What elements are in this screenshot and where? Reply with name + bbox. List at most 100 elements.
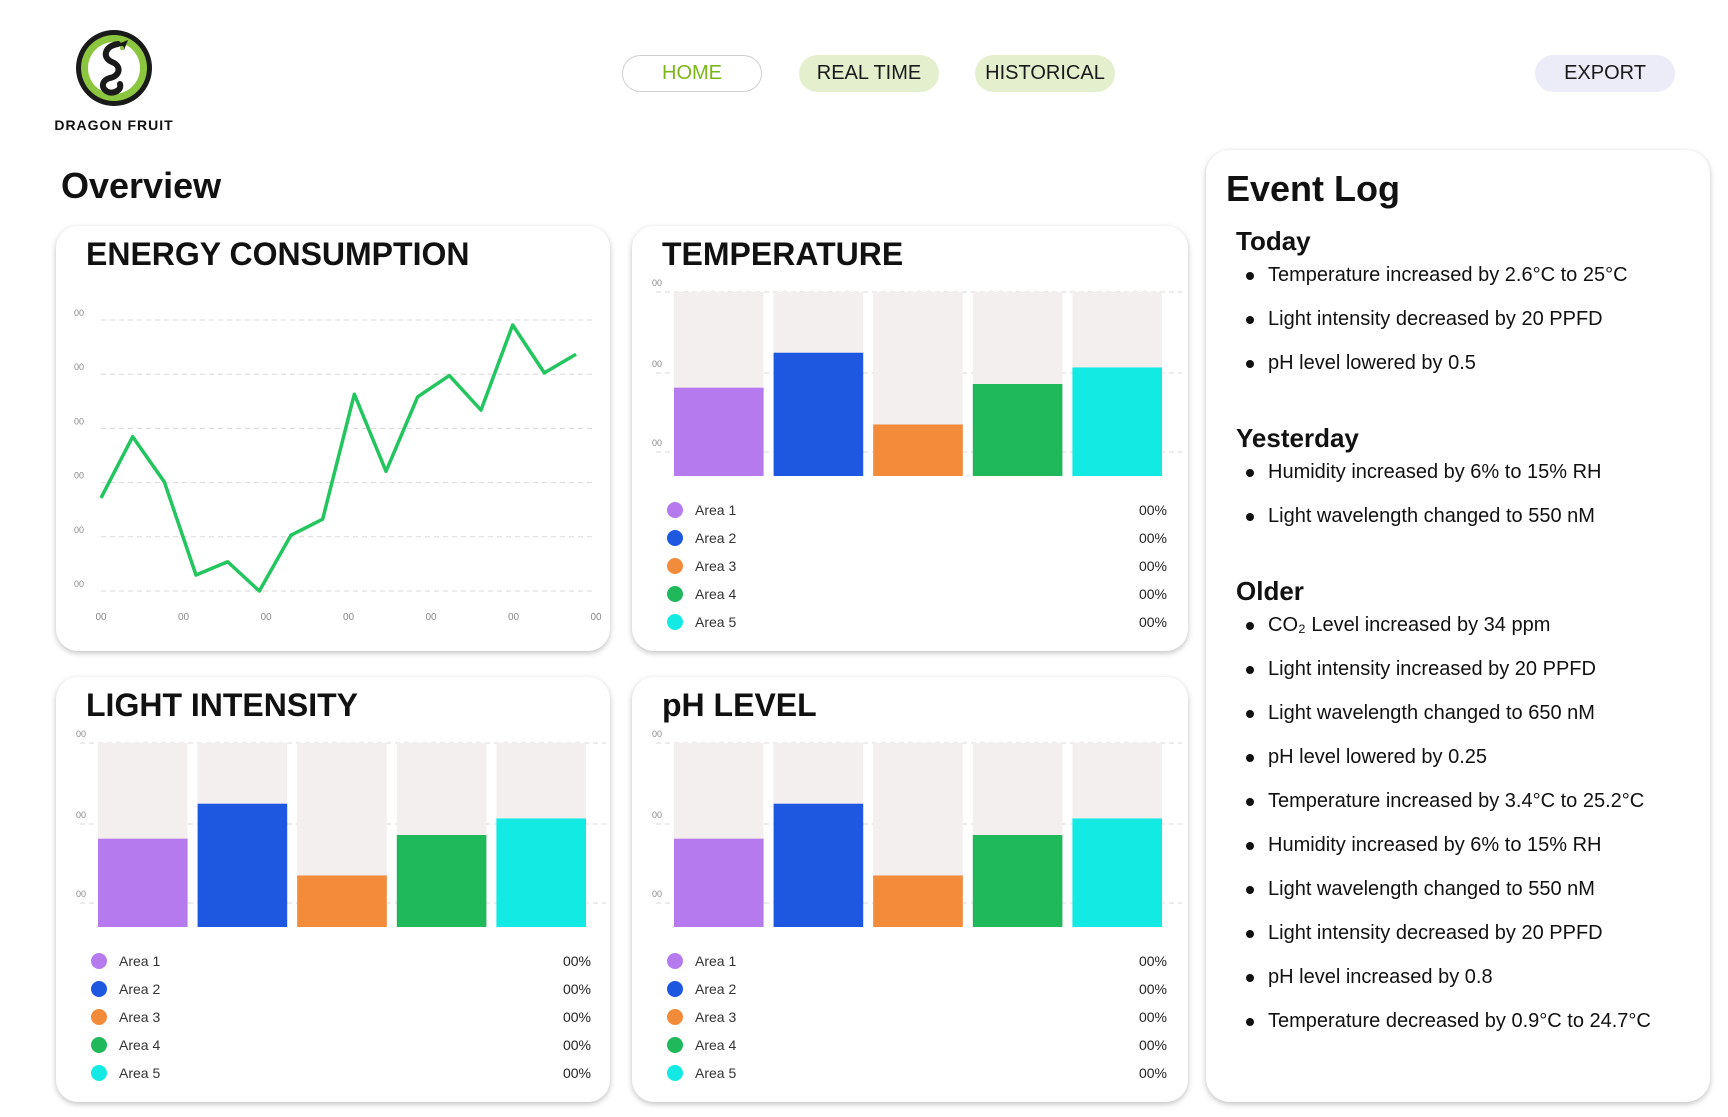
export-button[interactable]: EXPORT xyxy=(1535,55,1675,92)
legend-item: Area 3 00% xyxy=(667,1003,1167,1031)
legend-item: Area 1 00% xyxy=(667,947,1167,975)
legend-dot-icon xyxy=(667,1065,683,1081)
y-tick-label: 00 xyxy=(74,308,84,318)
event-item: Light intensity decreased by 20 PPFD xyxy=(1246,308,1603,331)
bar-area-5 xyxy=(1072,818,1162,927)
bullet-icon xyxy=(1246,930,1254,938)
y-tick-label: 00 xyxy=(74,579,84,589)
legend-item: Area 2 00% xyxy=(91,975,591,1003)
event-item: Humidity increased by 6% to 15% RH xyxy=(1246,834,1601,857)
legend-item: Area 5 00% xyxy=(91,1059,591,1087)
bullet-icon xyxy=(1246,272,1254,280)
y-tick-label: 00 xyxy=(76,810,86,820)
bar-area-4 xyxy=(973,835,1063,927)
legend-dot-icon xyxy=(91,981,107,997)
event-item: CO₂ Level increased by 34 ppm xyxy=(1246,614,1550,637)
x-tick-label: 00 xyxy=(95,612,107,623)
y-tick-label: 00 xyxy=(652,359,662,369)
x-tick-label: 00 xyxy=(590,612,602,623)
y-tick-label: 00 xyxy=(76,889,86,899)
y-tick-label: 00 xyxy=(652,729,662,739)
event-section-today: Today xyxy=(1236,226,1311,257)
event-item: Light intensity decreased by 20 PPFD xyxy=(1246,922,1603,945)
legend-item: Area 3 00% xyxy=(667,552,1167,580)
bar-area-5 xyxy=(1072,367,1162,476)
bar-area-5 xyxy=(496,818,586,927)
event-item: pH level increased by 0.8 xyxy=(1246,966,1493,989)
event-item: Light wavelength changed to 650 nM xyxy=(1246,702,1595,725)
legend-dot-icon xyxy=(667,953,683,969)
x-tick-label: 00 xyxy=(508,612,520,623)
nav-real-time-button[interactable]: REAL TIME xyxy=(799,55,939,92)
nav-home-button[interactable]: HOME xyxy=(622,55,762,92)
legend-item: Area 1 00% xyxy=(91,947,591,975)
event-item: Temperature increased by 3.4°C to 25.2°C xyxy=(1246,790,1644,813)
y-tick-label: 00 xyxy=(652,810,662,820)
legend-item: Area 4 00% xyxy=(667,580,1167,608)
temperature-card: TEMPERATURE 00 00 00 Area 1 00% Area 2 00% A… xyxy=(632,226,1188,651)
ph-legend: Area 1 00% Area 2 00% Area 3 00% Area 4 00% … xyxy=(667,947,1167,1087)
bullet-icon xyxy=(1246,360,1254,368)
legend-dot-icon xyxy=(667,558,683,574)
y-tick-label: 00 xyxy=(652,278,662,288)
event-log-title: Event Log xyxy=(1226,168,1400,210)
nav-historical-button[interactable]: HISTORICAL xyxy=(975,55,1115,92)
event-section-yesterday: Yesterday xyxy=(1236,423,1359,454)
overview-title: Overview xyxy=(61,165,221,207)
bullet-icon xyxy=(1246,1018,1254,1026)
legend-dot-icon xyxy=(667,1037,683,1053)
event-item: Temperature decreased by 0.9°C to 24.7°C xyxy=(1246,1010,1651,1033)
bullet-icon xyxy=(1246,798,1254,806)
y-tick-label: 00 xyxy=(74,416,84,426)
bar-area-4 xyxy=(973,384,1063,476)
legend-item: Area 2 00% xyxy=(667,975,1167,1003)
event-item: Light wavelength changed to 550 nM xyxy=(1246,878,1595,901)
bullet-icon xyxy=(1246,513,1254,521)
bar-area-2 xyxy=(198,804,288,927)
x-tick-label: 00 xyxy=(178,612,190,623)
dragon-logo-icon xyxy=(74,28,154,108)
energy-series-line xyxy=(101,325,576,591)
y-tick-label: 00 xyxy=(76,729,86,739)
legend-dot-icon xyxy=(91,953,107,969)
bar-area-1 xyxy=(98,839,188,927)
temperature-legend: Area 1 00% Area 2 00% Area 3 00% Area 4 00% … xyxy=(667,496,1167,636)
legend-item: Area 2 00% xyxy=(667,524,1167,552)
bullet-icon xyxy=(1246,710,1254,718)
temperature-bar-chart: 00 00 00 xyxy=(632,226,1188,496)
legend-dot-icon xyxy=(667,530,683,546)
event-item: pH level lowered by 0.25 xyxy=(1246,746,1487,769)
bullet-icon xyxy=(1246,622,1254,630)
event-item: pH level lowered by 0.5 xyxy=(1246,352,1476,375)
legend-item: Area 5 00% xyxy=(667,608,1167,636)
event-log-panel: Event Log Today Temperature increased by… xyxy=(1206,150,1710,1102)
energy-consumption-card: ENERGY CONSUMPTION 00 00 00 00 00 00 00 00 00 00 0… xyxy=(56,226,610,651)
y-tick-label: 00 xyxy=(74,525,84,535)
bullet-icon xyxy=(1246,666,1254,674)
y-tick-label: 00 xyxy=(652,438,662,448)
y-tick-label: 00 xyxy=(652,889,662,899)
bar-area-1 xyxy=(674,388,764,476)
bullet-icon xyxy=(1246,886,1254,894)
bar-area-1 xyxy=(674,839,764,927)
legend-dot-icon xyxy=(91,1009,107,1025)
legend-dot-icon xyxy=(667,1009,683,1025)
ph-level-card: pH LEVEL 00 00 00 Area 1 00% Area 2 00% Area… xyxy=(632,677,1188,1102)
bullet-icon xyxy=(1246,754,1254,762)
y-tick-label: 00 xyxy=(74,362,84,372)
event-section-older: Older xyxy=(1236,576,1304,607)
app-logo[interactable]: DRAGON FRUIT xyxy=(44,28,184,133)
light-legend: Area 1 00% Area 2 00% Area 3 00% Area 4 00% … xyxy=(91,947,591,1087)
event-item: Light wavelength changed to 550 nM xyxy=(1246,505,1595,528)
legend-item: Area 4 00% xyxy=(667,1031,1167,1059)
legend-item: Area 1 00% xyxy=(667,496,1167,524)
legend-dot-icon xyxy=(667,981,683,997)
event-item: Humidity increased by 6% to 15% RH xyxy=(1246,461,1601,484)
legend-dot-icon xyxy=(91,1037,107,1053)
legend-dot-icon xyxy=(91,1065,107,1081)
bar-area-3 xyxy=(873,875,963,927)
legend-dot-icon xyxy=(667,586,683,602)
light-bar-chart: 00 00 00 xyxy=(56,677,610,947)
legend-item: Area 4 00% xyxy=(91,1031,591,1059)
